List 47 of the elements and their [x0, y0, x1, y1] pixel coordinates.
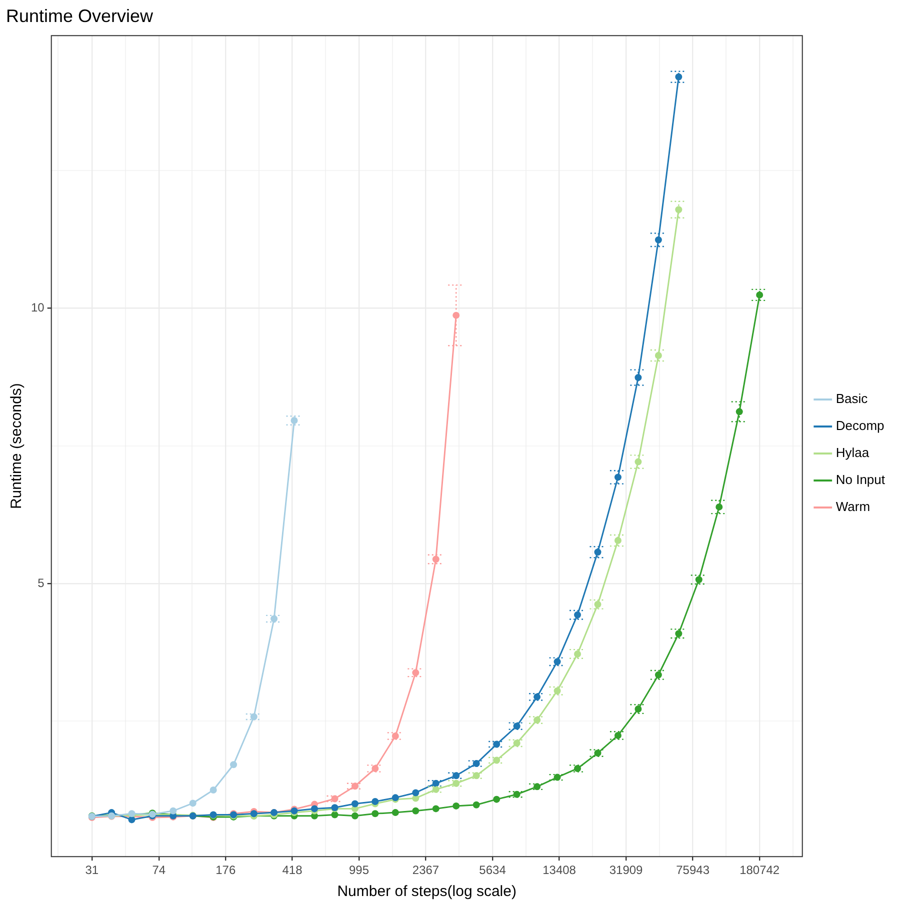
point [290, 416, 298, 424]
x-tick-label: 418 [282, 863, 303, 878]
point [189, 800, 196, 807]
legend-label: Warm [836, 499, 870, 514]
x-tick-label: 180742 [740, 863, 780, 878]
x-tick-label: 75943 [676, 863, 710, 878]
point [412, 807, 420, 814]
point [210, 786, 217, 794]
x-tick-label: 74 [152, 863, 166, 878]
point [432, 805, 440, 812]
point [452, 312, 460, 319]
y-tick-label: 5 [38, 576, 45, 590]
x-tick-label: 5634 [479, 863, 506, 878]
point [452, 802, 460, 810]
y-tick-label: 10 [30, 300, 45, 314]
point [472, 801, 480, 808]
x-tick-label: 176 [216, 863, 236, 878]
legend-label: Hylaa [836, 445, 870, 460]
point [695, 576, 702, 584]
point [493, 796, 500, 803]
point [331, 811, 338, 818]
legend-label: No Input [836, 472, 886, 488]
chart-title: Runtime Overview [6, 6, 154, 26]
x-tick-label: 31 [85, 863, 99, 878]
point [574, 611, 582, 618]
point [675, 630, 682, 638]
point [574, 650, 582, 658]
point [230, 761, 238, 768]
x-tick-label: 13408 [542, 863, 576, 878]
y-axis-title: Runtime (seconds) [8, 383, 26, 510]
point [412, 789, 420, 796]
x-tick-label: 31909 [609, 863, 644, 878]
point [392, 809, 399, 816]
point [128, 816, 136, 824]
point [634, 706, 642, 713]
point [351, 812, 358, 820]
point [372, 810, 379, 818]
x-axis-title: Number of steps(log scale) [337, 883, 516, 900]
legend-label: Decomp [836, 418, 884, 434]
point [170, 807, 177, 814]
point [654, 671, 662, 678]
point [432, 556, 440, 563]
point [351, 800, 358, 808]
x-tick-label: 2367 [412, 863, 440, 878]
legend-label: Basic [836, 391, 868, 406]
point [614, 732, 622, 739]
x-tick-label: 995 [349, 863, 370, 878]
